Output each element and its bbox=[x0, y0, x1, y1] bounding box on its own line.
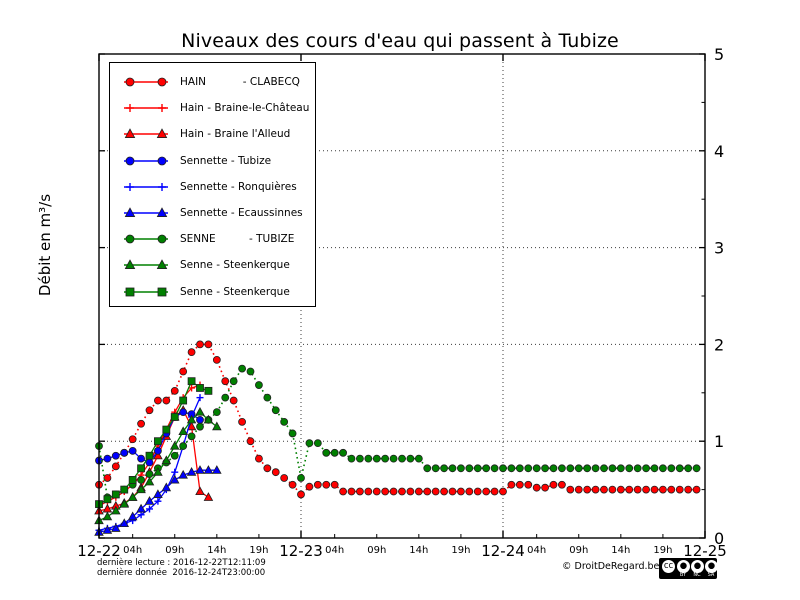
legend-marker-square-icon bbox=[118, 279, 176, 305]
legend-item[interactable]: Sennette - Ecaussinnes bbox=[110, 200, 317, 226]
y-tick-label: 4 bbox=[714, 142, 724, 161]
legend-item[interactable]: Senne - Steenkerque bbox=[110, 279, 317, 305]
legend-marker-triangle-icon bbox=[118, 252, 176, 278]
legend-marker-circle-icon bbox=[118, 148, 176, 174]
x-tick-label-minor: 09h bbox=[569, 545, 588, 556]
x-tick-label-major: 12-22 bbox=[77, 542, 121, 560]
footnote-last-data: dernière donnée 2016-12-24T23:00:00 bbox=[97, 568, 266, 578]
x-tick-label-minor: 19h bbox=[249, 545, 268, 556]
data-series bbox=[94, 406, 222, 525]
x-tick-label-major: 12-24 bbox=[481, 542, 525, 560]
cc-sa-icon: ● bbox=[705, 560, 718, 573]
y-tick-label: 1 bbox=[714, 432, 724, 451]
legend: HAIN - CLABECQ Hain - Braine-le-Château Ha… bbox=[109, 62, 316, 307]
x-tick-label-minor: 04h bbox=[527, 545, 546, 556]
legend-label: Sennette - Ronquières bbox=[180, 180, 297, 193]
data-series bbox=[94, 465, 222, 536]
legend-label: Senne - Steenkerque bbox=[180, 259, 290, 272]
legend-marker-plus-icon bbox=[118, 95, 176, 121]
copyright-text: © DroitDeRegard.be bbox=[562, 561, 660, 572]
legend-label: Senne - Steenkerque bbox=[180, 285, 290, 298]
legend-marker-triangle-icon bbox=[118, 121, 176, 147]
legend-item[interactable]: Hain - Braine-le-Château bbox=[110, 95, 317, 121]
x-tick-label-minor: 14h bbox=[611, 545, 630, 556]
x-tick-label-minor: 04h bbox=[123, 545, 142, 556]
data-series bbox=[95, 381, 204, 510]
data-series bbox=[95, 340, 701, 499]
footnote-last-read: dernière lecture : 2016-12-22T12:11:09 bbox=[97, 558, 266, 568]
x-tick-label-minor: 09h bbox=[367, 545, 386, 556]
cc-by-icon: ● bbox=[677, 560, 690, 573]
creative-commons-badge: cc ● ● ● BY NC SA bbox=[659, 558, 718, 579]
y-tick-label: 3 bbox=[714, 239, 724, 258]
data-series bbox=[95, 377, 213, 509]
legend-item[interactable]: Sennette - Tubize bbox=[110, 148, 317, 174]
legend-marker-triangle-icon bbox=[118, 200, 176, 226]
cc-sa-label: SA bbox=[707, 572, 715, 578]
legend-item[interactable]: Sennette - Ronquières bbox=[110, 174, 317, 200]
legend-label: SENNE - TUBIZE bbox=[180, 233, 295, 246]
x-tick-label-major: 12-25 bbox=[683, 542, 727, 560]
legend-item[interactable]: Senne - Steenkerque bbox=[110, 252, 317, 278]
x-tick-label-minor: 14h bbox=[207, 545, 226, 556]
legend-item[interactable]: Hain - Braine l'Alleud bbox=[110, 121, 317, 147]
legend-marker-circle-icon bbox=[118, 226, 176, 252]
x-tick-label-minor: 14h bbox=[409, 545, 428, 556]
cc-by-label: BY bbox=[679, 572, 687, 578]
x-tick-label-minor: 04h bbox=[325, 545, 344, 556]
cc-nc-label: NC bbox=[693, 572, 701, 578]
legend-label: HAIN - CLABECQ bbox=[180, 76, 300, 88]
x-tick-label-major: 12-23 bbox=[279, 542, 323, 560]
legend-item[interactable]: SENNE - TUBIZE bbox=[110, 226, 317, 252]
y-tick-label: 0 bbox=[714, 529, 724, 548]
legend-label: Sennette - Ecaussinnes bbox=[180, 207, 303, 219]
cc-nc-icon: ● bbox=[691, 560, 704, 573]
legend-label: Sennette - Tubize bbox=[180, 154, 272, 167]
x-tick-label-minor: 19h bbox=[653, 545, 672, 556]
cc-icon: cc bbox=[662, 560, 675, 573]
y-tick-label: 5 bbox=[714, 45, 724, 64]
legend-marker-plus-icon bbox=[118, 174, 176, 200]
x-tick-label-minor: 19h bbox=[451, 545, 470, 556]
y-tick-label: 2 bbox=[714, 335, 724, 354]
legend-item[interactable]: HAIN - CLABECQ bbox=[110, 69, 317, 95]
footnotes: dernière lecture : 2016-12-22T12:11:09 d… bbox=[97, 558, 266, 578]
legend-label: Hain - Braine l'Alleud bbox=[180, 128, 291, 141]
x-tick-label-minor: 09h bbox=[165, 545, 184, 556]
legend-label: Hain - Braine-le-Château bbox=[180, 102, 310, 115]
page-title: Niveaux des cours d'eau qui passent à Tu… bbox=[181, 30, 619, 52]
legend-marker-circle-icon bbox=[118, 69, 176, 95]
